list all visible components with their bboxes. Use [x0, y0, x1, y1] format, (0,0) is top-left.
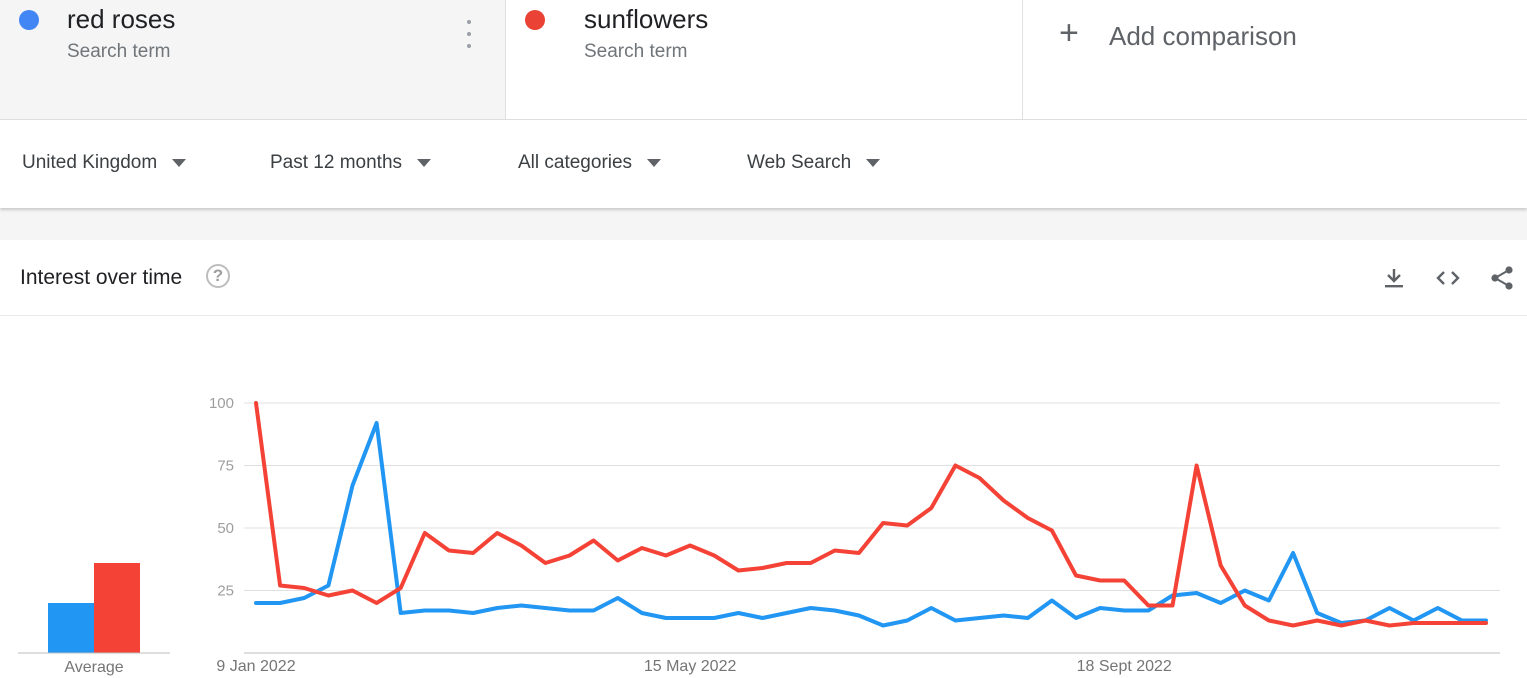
x-tick-label: 9 Jan 2022	[216, 658, 295, 675]
embed-code-icon[interactable]	[1434, 264, 1462, 292]
card-title: Interest over time	[20, 266, 183, 289]
x-tick-label: 18 Sept 2022	[1077, 658, 1172, 675]
add-comparison-button[interactable]: + Add comparison	[1023, 0, 1527, 119]
average-bar-red-roses	[48, 603, 94, 653]
series-line-sunflowers	[254, 401, 1488, 628]
chart-gridlines	[244, 402, 1500, 654]
download-icon[interactable]	[1380, 264, 1408, 292]
term-type: Search term	[584, 41, 688, 62]
y-tick-label-25: 25	[217, 583, 234, 600]
region-dropdown[interactable]: United Kingdom	[22, 152, 187, 174]
caret-down-icon	[417, 159, 432, 167]
region-value: United Kingdom	[22, 152, 158, 173]
average-label: Average	[64, 659, 123, 676]
term-card-sunflowers[interactable]: sunflowers Search term	[506, 0, 1023, 119]
section-gap	[0, 208, 1527, 240]
term-type: Search term	[67, 41, 171, 62]
search-type-dropdown[interactable]: Web Search	[747, 152, 881, 174]
category-dropdown[interactable]: All categories	[518, 152, 662, 174]
x-axis-ticks: 9 Jan 2022 15 May 2022 18 Sept 2022	[216, 658, 1172, 675]
share-icon[interactable]	[1488, 264, 1516, 292]
y-tick-label-100: 100	[209, 395, 234, 412]
average-bar-sunflowers	[94, 563, 140, 653]
y-tick-label-50: 50	[217, 520, 234, 537]
term-card-red-roses[interactable]: red roses Search term	[0, 0, 506, 119]
plus-icon: +	[1059, 14, 1079, 52]
comparison-bar: red roses Search term sunflowers Search …	[0, 0, 1527, 120]
y-axis-ticks: 25 50 75 100	[209, 395, 234, 600]
filter-bar: United Kingdom Past 12 months All catego…	[0, 120, 1527, 208]
series-color-dot	[525, 10, 545, 30]
search-type-value: Web Search	[747, 152, 852, 173]
caret-down-icon	[172, 159, 187, 167]
more-vert-icon[interactable]	[457, 20, 481, 48]
caret-down-icon	[647, 159, 662, 167]
term-name[interactable]: red roses	[67, 4, 176, 34]
time-period-value: Past 12 months	[270, 152, 403, 173]
interest-over-time-chart[interactable]: Average 25 50 75 100 9 Jan 2022 15 May 2022 1…	[0, 316, 1527, 678]
chart-series	[254, 401, 1488, 628]
category-value: All categories	[518, 152, 633, 173]
add-comparison-label: Add comparison	[1109, 21, 1297, 51]
x-tick-label: 15 May 2022	[644, 658, 737, 675]
series-color-dot	[19, 10, 39, 30]
time-period-dropdown[interactable]: Past 12 months	[270, 152, 432, 174]
series-line-red-roses	[254, 421, 1488, 628]
y-tick-label-75: 75	[217, 458, 234, 475]
term-name[interactable]: sunflowers	[584, 4, 709, 34]
caret-down-icon	[866, 159, 881, 167]
interest-over-time-header: Interest over time ?	[0, 240, 1527, 316]
average-bars	[48, 563, 140, 653]
help-icon[interactable]: ?	[206, 264, 230, 288]
